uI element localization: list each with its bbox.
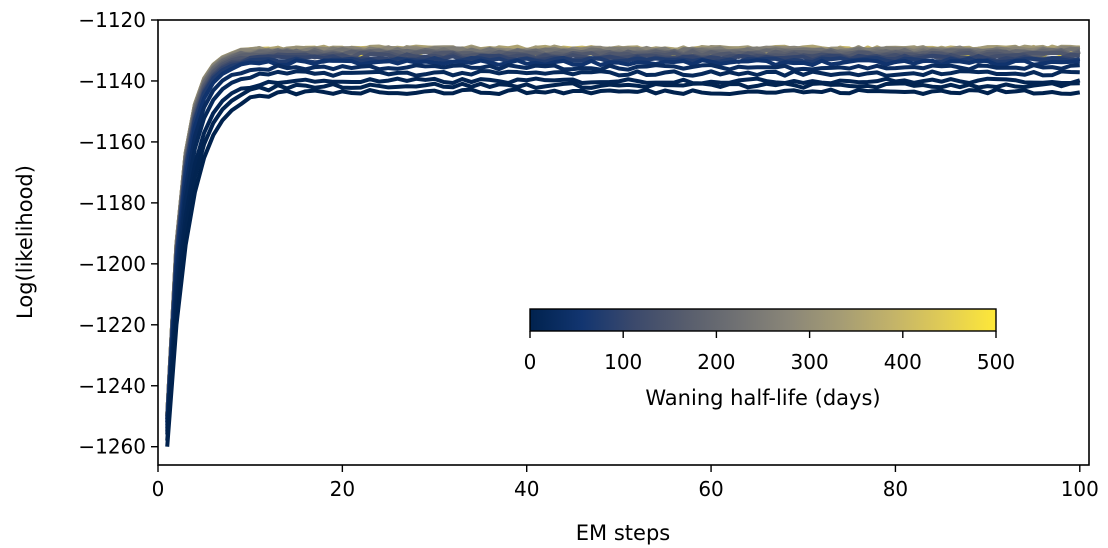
series-line-0 xyxy=(165,87,1081,447)
colorbar-tick-label: 400 xyxy=(884,350,922,374)
x-tick-label: 100 xyxy=(1061,477,1099,501)
colorbar-tick-label: 500 xyxy=(977,350,1015,374)
x-tick-label: 20 xyxy=(330,477,355,501)
x-tick-label: 80 xyxy=(883,477,908,501)
series-line-10 xyxy=(165,76,1081,435)
plot-frame xyxy=(157,19,1090,466)
colorbar-ticks: 0 100 200 300 400 500 xyxy=(524,331,1015,374)
x-tick-label: 60 xyxy=(698,477,723,501)
colorbar: 0 100 200 300 400 500 Waning half-life (days) xyxy=(524,308,1015,410)
colorbar-tick-label: 100 xyxy=(604,350,642,374)
y-tick-label: −1180 xyxy=(78,191,146,215)
series-line-5 xyxy=(165,81,1080,441)
series-line-20 xyxy=(165,68,1080,432)
x-axis: 0 20 40 60 80 100 xyxy=(152,465,1099,501)
y-tick-label: −1140 xyxy=(78,69,146,93)
y-tick-label: −1260 xyxy=(78,435,146,459)
colorbar-label: Waning half-life (days) xyxy=(645,386,880,410)
series-layer xyxy=(165,44,1081,447)
y-tick-label: −1220 xyxy=(78,313,146,337)
y-axis-label: Log(likelihood) xyxy=(13,165,37,319)
y-tick-label: −1160 xyxy=(78,130,146,154)
colorbar-tick-label: 200 xyxy=(697,350,735,374)
y-tick-label: −1240 xyxy=(78,374,146,398)
series-line-50 xyxy=(165,58,1080,426)
y-axis: −1120 −1140 −1160 −1180 −1200 −1220 −1240 −1260 xyxy=(78,8,158,459)
colorbar-gradient xyxy=(529,308,997,332)
colorbar-tick-label: 0 xyxy=(524,350,537,374)
colorbar-tick-label: 300 xyxy=(791,350,829,374)
y-tick-label: −1120 xyxy=(78,8,146,32)
x-axis-label: EM steps xyxy=(576,521,670,545)
x-tick-label: 0 xyxy=(152,477,165,501)
y-tick-label: −1200 xyxy=(78,252,146,276)
x-tick-label: 40 xyxy=(514,477,539,501)
series-line-30 xyxy=(165,63,1080,429)
